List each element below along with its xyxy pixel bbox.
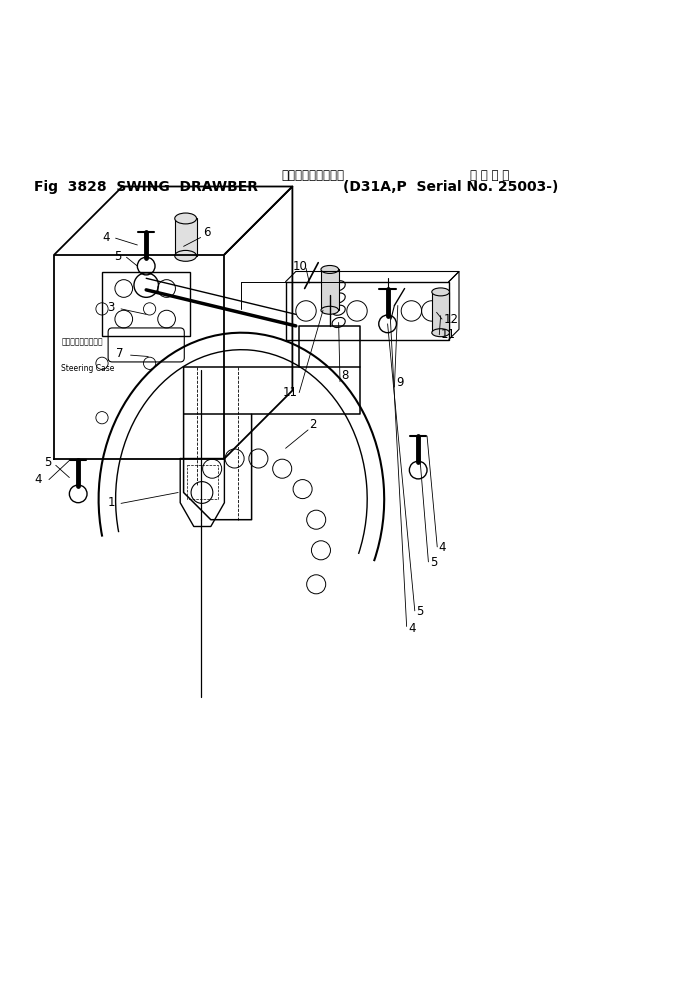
Text: 5: 5 [44, 456, 52, 468]
Text: 4: 4 [34, 473, 41, 486]
Bar [321, 270, 339, 311]
Text: Fig  3828  SWING  DRAWBER: Fig 3828 SWING DRAWBER [34, 179, 258, 194]
Text: (D31A,P  Serial No. 25003-): (D31A,P Serial No. 25003-) [343, 179, 559, 194]
Ellipse shape [432, 289, 449, 297]
Text: 10: 10 [292, 260, 307, 273]
Text: Steering Case: Steering Case [61, 364, 114, 373]
Text: 5: 5 [430, 556, 437, 569]
Bar [286, 282, 449, 340]
Ellipse shape [321, 266, 339, 274]
Text: 4: 4 [102, 231, 109, 244]
Text: スウィングドローバ: スウィングドローバ [282, 169, 344, 182]
Text: 12: 12 [443, 314, 458, 326]
Ellipse shape [321, 307, 339, 315]
Text: 3: 3 [107, 301, 115, 314]
Bar [175, 219, 197, 256]
Ellipse shape [432, 329, 449, 337]
Text: 適 用 号 機: 適 用 号 機 [470, 169, 509, 182]
Text: 4: 4 [439, 540, 446, 554]
Text: 2: 2 [309, 418, 317, 431]
Text: 11: 11 [441, 328, 456, 341]
Text: 4: 4 [408, 621, 415, 635]
Bar [432, 293, 449, 333]
Text: 9: 9 [396, 376, 403, 388]
Text: 1: 1 [107, 495, 115, 508]
Text: 5: 5 [416, 604, 424, 617]
Text: 5: 5 [114, 249, 122, 262]
Ellipse shape [175, 214, 197, 225]
Text: 8: 8 [341, 369, 349, 382]
Text: 7: 7 [116, 347, 123, 360]
Bar [102, 272, 190, 337]
Text: 6: 6 [203, 226, 210, 240]
Text: 11: 11 [282, 386, 297, 399]
Text: ステアリングケース: ステアリングケース [61, 336, 103, 345]
Ellipse shape [175, 251, 197, 262]
